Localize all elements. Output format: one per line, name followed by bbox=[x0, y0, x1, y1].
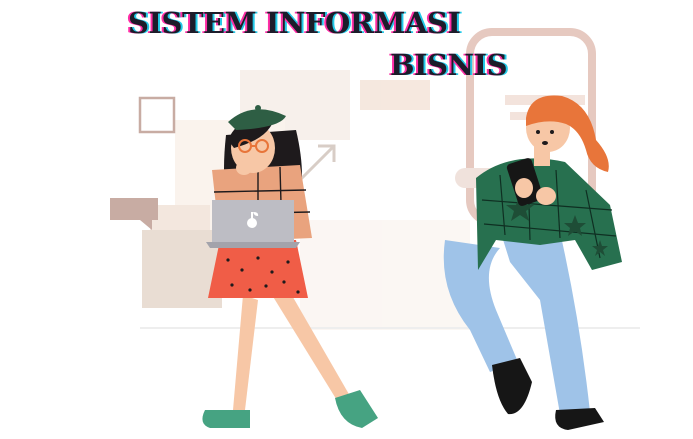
outline-square bbox=[138, 96, 176, 134]
black-shoe-left bbox=[492, 358, 532, 415]
woman-with-laptop bbox=[202, 105, 378, 428]
red-skirt bbox=[208, 240, 308, 298]
black-shoe-right bbox=[555, 408, 604, 430]
orange-hair bbox=[526, 95, 609, 172]
apple-logo-icon bbox=[247, 212, 259, 228]
heading-line-1: SISTEM INFORMASI bbox=[128, 6, 461, 40]
green-shoe-left bbox=[202, 410, 250, 428]
heading-line-2: BISNIS bbox=[390, 48, 508, 82]
green-sweater bbox=[476, 158, 622, 270]
green-shoe-right bbox=[335, 390, 378, 428]
green-beret bbox=[228, 109, 286, 130]
woman-with-phone bbox=[443, 95, 622, 430]
arrow-up-right-icon bbox=[298, 144, 336, 182]
speech-bubble-icon bbox=[110, 198, 158, 230]
